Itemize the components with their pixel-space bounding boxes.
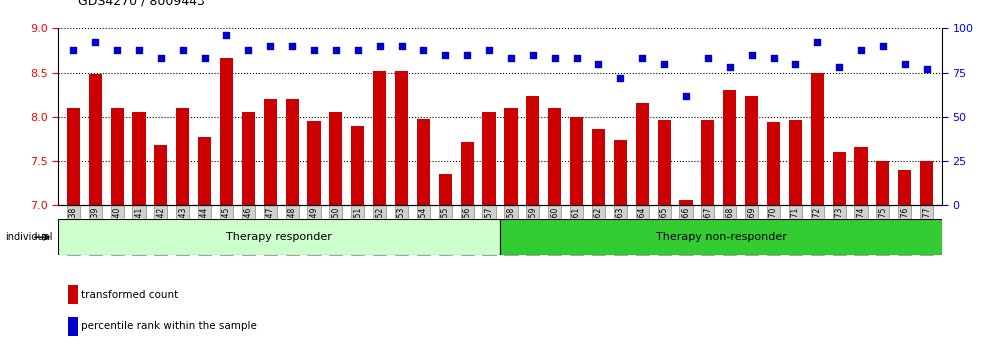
Point [481,47,497,52]
Bar [264,99,277,205]
Bar [198,137,211,205]
Point [131,47,147,52]
Text: individual: individual [5,232,52,242]
Bar [548,108,561,205]
Text: Therapy responder: Therapy responder [226,232,332,242]
Text: transformed count: transformed count [81,290,178,299]
Bar [570,117,583,205]
Bar [154,145,167,205]
Point [766,56,782,61]
Bar [701,120,714,205]
Bar [811,73,824,205]
Bar [920,161,933,205]
Point [744,52,760,58]
Point [897,61,913,67]
Point [700,56,716,61]
Point [569,56,585,61]
Point [809,40,825,45]
Bar [500,219,942,255]
Bar [767,122,780,205]
Bar [482,112,496,205]
Bar [592,129,605,205]
Bar [242,112,255,205]
Point [503,56,519,61]
Bar [417,119,430,205]
Bar [329,112,342,205]
Bar [395,71,408,205]
Point [87,40,103,45]
Bar [307,121,321,205]
Bar [67,108,80,205]
Bar [176,108,189,205]
Text: Therapy non-responder: Therapy non-responder [656,232,786,242]
Bar [132,112,146,205]
Text: percentile rank within the sample: percentile rank within the sample [81,321,257,331]
Bar [679,200,693,205]
Point [722,64,738,70]
Bar [658,120,671,205]
Point [240,47,256,52]
Point [831,64,847,70]
Point [109,47,125,52]
Point [678,93,694,98]
Bar [351,126,364,205]
Point [590,61,606,67]
Point [175,47,191,52]
Bar [526,96,539,205]
Point [153,56,169,61]
Bar [111,108,124,205]
Point [634,56,650,61]
Bar [854,147,868,205]
Bar [461,142,474,205]
Point [197,56,213,61]
Point [459,52,475,58]
Point [350,47,366,52]
Bar [789,120,802,205]
Point [656,61,672,67]
Point [875,43,891,49]
Point [394,43,410,49]
Point [547,56,563,61]
Point [612,75,628,81]
Point [328,47,344,52]
Point [372,43,388,49]
Point [218,33,234,38]
Point [306,47,322,52]
Point [284,43,300,49]
Bar [898,170,911,205]
Point [853,47,869,52]
Bar [220,58,233,205]
Text: GDS4270 / 8009443: GDS4270 / 8009443 [78,0,205,7]
Bar [504,108,518,205]
Bar [286,99,299,205]
Bar [58,219,500,255]
Point [525,52,541,58]
Bar [876,161,889,205]
Bar [89,74,102,205]
Point [919,66,935,72]
Point [262,43,278,49]
Bar [614,140,627,205]
Bar [723,90,736,205]
Point [437,52,453,58]
Bar [373,71,386,205]
Bar [636,103,649,205]
Bar [745,96,758,205]
Bar [833,152,846,205]
Point [415,47,431,52]
Bar [439,175,452,205]
Point [787,61,803,67]
Point [65,47,81,52]
